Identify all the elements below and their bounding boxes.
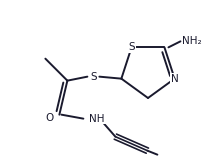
Text: NH₂: NH₂ (182, 36, 202, 46)
Text: N: N (171, 74, 178, 84)
Text: S: S (128, 42, 135, 52)
Text: O: O (45, 113, 53, 123)
Text: S: S (90, 72, 97, 82)
Text: NH: NH (89, 114, 105, 124)
